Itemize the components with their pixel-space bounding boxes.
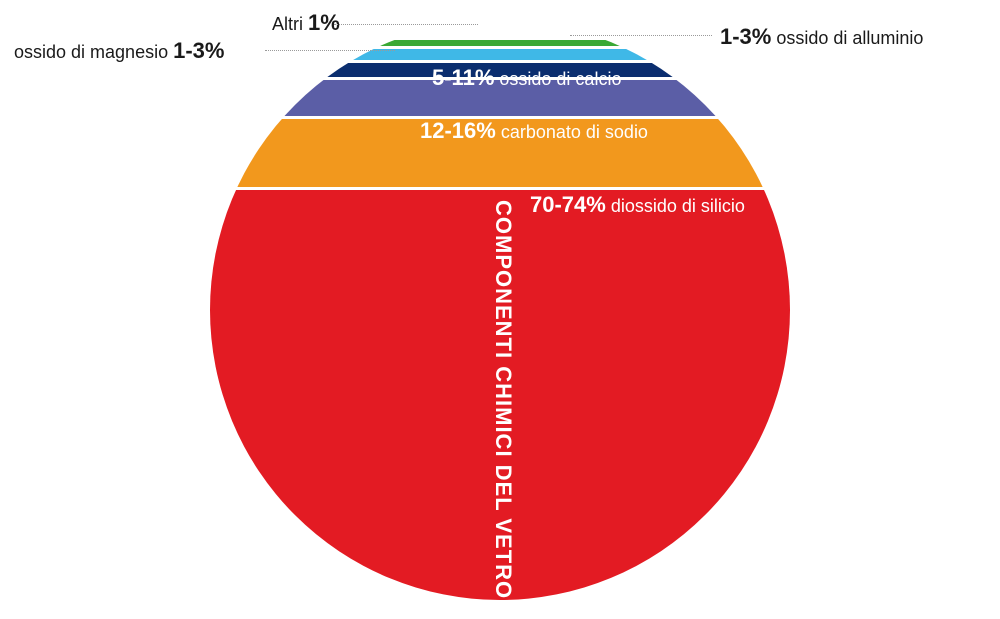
leader-alluminio	[570, 35, 712, 36]
label-altri: Altri 1%	[272, 10, 340, 36]
leader-magnesio	[265, 50, 395, 51]
label-sodio: 12-16% carbonato di sodio	[420, 118, 648, 144]
label-altri-pct: 1%	[308, 10, 340, 35]
label-magnesio: ossido di magnesio 1-3%	[14, 38, 224, 64]
leader-altri	[334, 24, 478, 25]
chart-stage: Altri 1%1-3% ossido di alluminioossido d…	[0, 0, 1000, 619]
label-alluminio-pct: 1-3%	[720, 24, 771, 49]
label-magnesio-pct: 1-3%	[173, 38, 224, 63]
label-calcio-name: ossido di calcio	[494, 69, 621, 89]
label-alluminio: 1-3% ossido di alluminio	[720, 24, 923, 50]
label-silicio-pct: 70-74%	[530, 192, 606, 217]
label-altri-name: Altri	[272, 14, 308, 34]
vertical-title: COMPONENTI CHIMICI DEL VETRO	[490, 200, 516, 599]
label-silicio-name: diossido di silicio	[606, 196, 745, 216]
label-silicio: 70-74% diossido di silicio	[530, 192, 745, 218]
label-sodio-pct: 12-16%	[420, 118, 496, 143]
band-altri	[210, 40, 790, 46]
label-calcio-pct: 5-11%	[432, 65, 494, 90]
label-sodio-name: carbonato di sodio	[496, 122, 648, 142]
label-magnesio-name: ossido di magnesio	[14, 42, 173, 62]
label-alluminio-name: ossido di alluminio	[771, 28, 923, 48]
label-calcio: 5-11% ossido di calcio	[432, 65, 621, 91]
